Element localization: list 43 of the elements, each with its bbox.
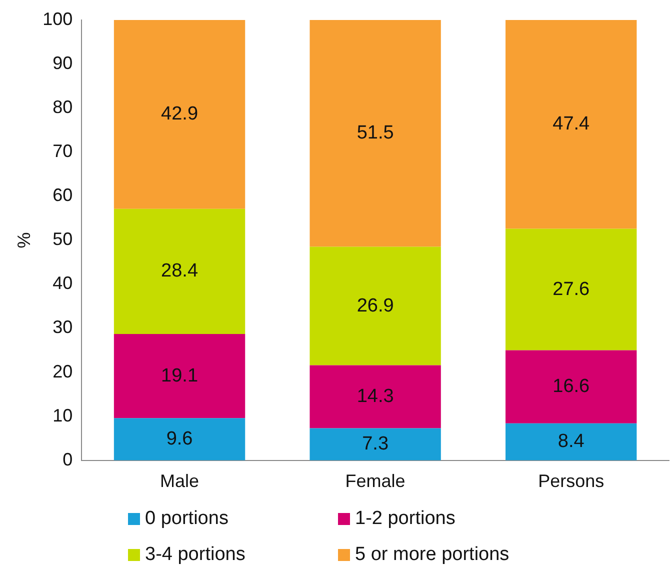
x-tick-label: Female: [345, 471, 406, 492]
data-label: 14.3: [356, 386, 394, 407]
y-tick-label: 0: [62, 449, 73, 470]
data-label: 16.6: [552, 376, 590, 398]
y-tick-label: 30: [52, 317, 73, 338]
y-tick-label: 50: [52, 229, 73, 250]
legend-label: 5 or more portions: [355, 544, 510, 566]
data-label: 9.6: [166, 428, 193, 450]
data-label: 28.4: [161, 260, 198, 282]
y-tick-label: 80: [52, 97, 73, 118]
bar: [506, 20, 637, 229]
data-label: 26.9: [356, 295, 394, 316]
x-tick-label: Male: [160, 471, 200, 492]
bar: [310, 365, 441, 428]
bar: [114, 334, 246, 418]
bar: [506, 350, 637, 424]
data-label: 47.4: [552, 114, 590, 135]
bar: [310, 246, 441, 366]
data-label: 27.6: [552, 278, 590, 300]
y-tick-label: 60: [52, 185, 73, 206]
data-label: 7.3: [362, 434, 389, 455]
y-tick-label: 40: [52, 273, 73, 294]
legend-label: 1-2 portions: [355, 508, 456, 530]
bar: [506, 228, 637, 350]
y-tick-label: 10: [52, 405, 73, 426]
x-tick-label: Persons: [538, 471, 604, 492]
data-label: 51.5: [356, 122, 394, 144]
data-label: 42.9: [161, 104, 198, 125]
bar: [114, 208, 246, 334]
bar: [114, 418, 246, 460]
bar: [114, 20, 246, 209]
y-tick-label: 20: [52, 361, 73, 382]
bar: [506, 423, 637, 460]
legend-label: 0 portions: [145, 508, 228, 530]
bar: [310, 428, 441, 460]
data-label: 19.1: [161, 365, 198, 386]
y-axis-title: %: [14, 232, 34, 248]
legend-label: 3-4 portions: [145, 544, 246, 566]
y-tick-label: 100: [42, 8, 73, 29]
data-label: 8.4: [558, 431, 585, 452]
y-tick-label: 90: [52, 53, 73, 74]
y-tick-label: 70: [52, 141, 73, 162]
bar: [310, 20, 441, 247]
